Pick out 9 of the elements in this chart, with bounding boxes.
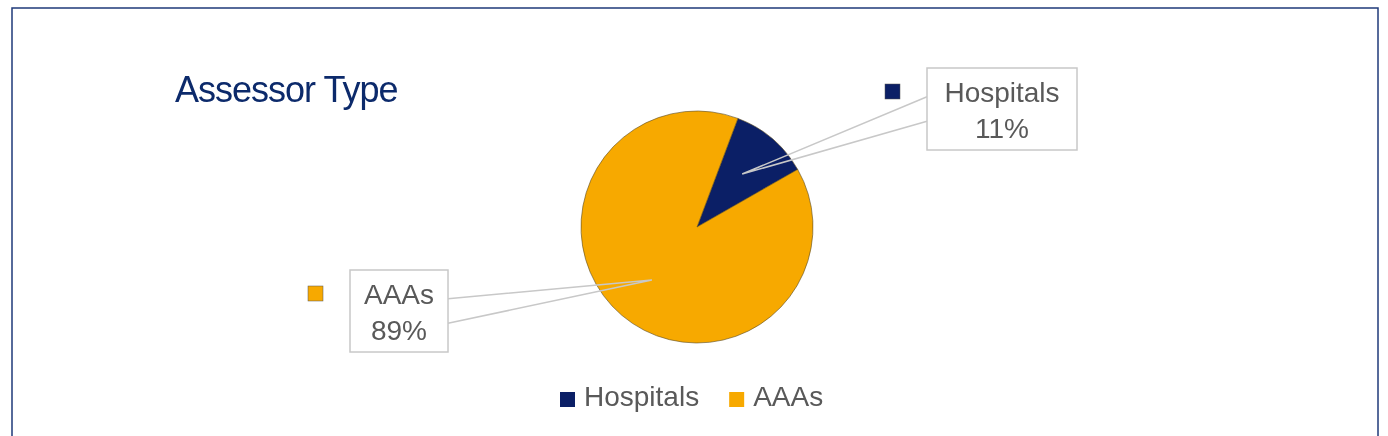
category-label: AAAs: [363, 279, 435, 310]
chart-title: Assessor Type: [175, 69, 398, 110]
pie-slice: [696, 118, 798, 228]
data-label: 11%: [975, 113, 1029, 144]
legend-label: Hospitals: [944, 77, 1060, 108]
category-label: Hospitals: [584, 381, 700, 412]
legend-label: AAAs: [753, 381, 824, 412]
pie-slice: [580, 110, 814, 344]
data-label: 89%: [370, 315, 428, 346]
